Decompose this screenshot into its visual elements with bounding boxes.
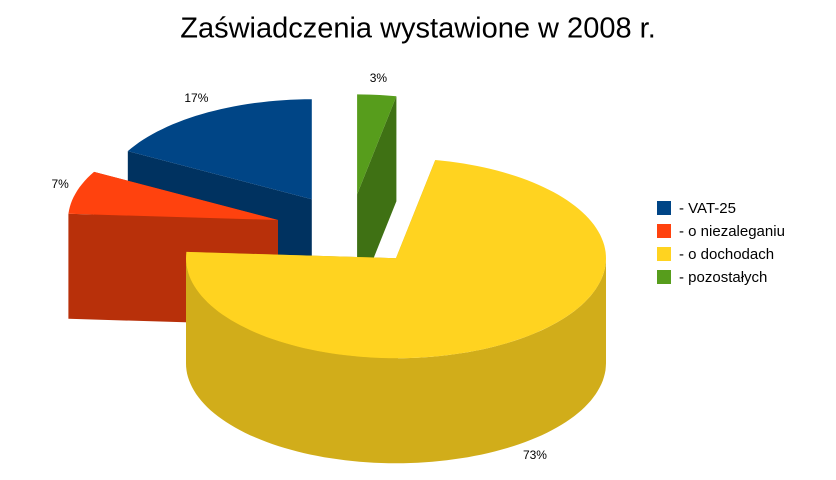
slice-top	[68, 171, 279, 220]
legend-swatch	[657, 270, 671, 284]
legend-label: - VAT-25	[679, 200, 736, 217]
legend-swatch	[657, 224, 671, 238]
data-label: 3%	[370, 71, 388, 85]
slice-top	[127, 99, 312, 200]
legend-swatch	[657, 247, 671, 261]
pie-slice	[357, 94, 397, 300]
slice-top	[186, 160, 606, 359]
legend-label: - o dochodach	[679, 246, 774, 263]
pie-slice	[186, 160, 606, 464]
data-label: 17%	[184, 91, 208, 105]
data-label: 73%	[523, 448, 547, 462]
data-label: 7%	[52, 177, 70, 191]
legend-swatch	[657, 201, 671, 215]
slice-top	[357, 94, 397, 195]
slice-face	[357, 96, 397, 300]
slice-side	[186, 258, 606, 464]
legend-label: - pozostałych	[679, 269, 767, 286]
chart-title: Zaświadczenia wystawione w 2008 r.	[180, 13, 656, 45]
legend-label: - o niezaleganiu	[679, 223, 785, 240]
